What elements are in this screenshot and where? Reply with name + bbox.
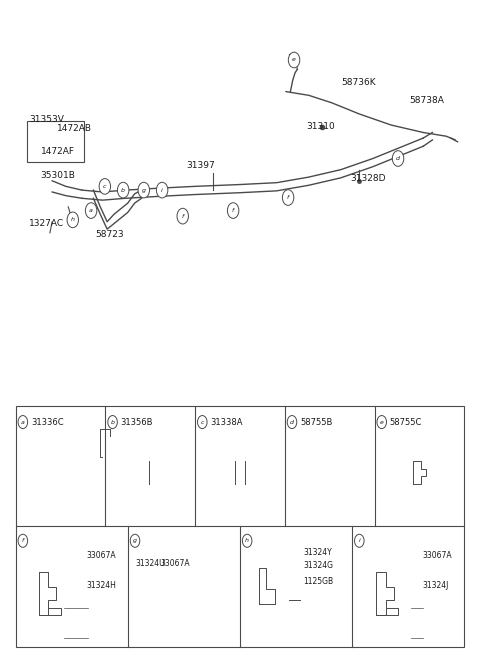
Text: 31324H: 31324H	[86, 580, 116, 590]
Text: 31353V: 31353V	[29, 115, 64, 124]
Text: f: f	[181, 214, 184, 219]
Text: 33067A: 33067A	[422, 551, 452, 559]
Circle shape	[67, 212, 79, 228]
Circle shape	[198, 415, 207, 428]
Text: 1327AC: 1327AC	[29, 219, 64, 228]
Text: g: g	[133, 538, 137, 543]
Circle shape	[156, 182, 168, 198]
Circle shape	[287, 415, 297, 428]
Text: c: c	[103, 184, 107, 189]
Text: f: f	[287, 195, 289, 200]
Circle shape	[282, 190, 294, 206]
Text: 1472AB: 1472AB	[57, 124, 92, 133]
Text: 33067A: 33067A	[160, 559, 190, 568]
Text: b: b	[121, 187, 125, 193]
Text: 1125GB: 1125GB	[303, 576, 333, 586]
Text: 31324Y: 31324Y	[303, 548, 332, 557]
Circle shape	[138, 182, 149, 198]
Text: 35301B: 35301B	[41, 171, 75, 179]
Text: 31324J: 31324J	[422, 580, 449, 590]
Circle shape	[130, 534, 140, 548]
Text: f: f	[232, 208, 234, 213]
Text: 31328D: 31328D	[350, 174, 385, 183]
Text: g: g	[142, 187, 146, 193]
FancyBboxPatch shape	[16, 405, 464, 647]
Text: i: i	[359, 538, 360, 543]
Text: 31324U: 31324U	[135, 559, 165, 568]
Text: b: b	[110, 420, 115, 424]
Text: a: a	[89, 208, 93, 213]
Text: c: c	[201, 420, 204, 424]
Text: i: i	[161, 187, 163, 193]
Circle shape	[85, 203, 97, 218]
Text: 31397: 31397	[187, 161, 216, 170]
Text: 58736K: 58736K	[341, 78, 375, 87]
Circle shape	[18, 415, 28, 428]
Text: 31324G: 31324G	[303, 561, 333, 570]
Circle shape	[118, 182, 129, 198]
Text: 33067A: 33067A	[86, 551, 116, 559]
Text: 58723: 58723	[95, 230, 124, 239]
Text: 31338A: 31338A	[210, 418, 243, 426]
Text: e: e	[380, 420, 384, 424]
Text: 1472AF: 1472AF	[41, 147, 75, 156]
Text: h: h	[245, 538, 249, 543]
Text: 31336C: 31336C	[31, 418, 64, 426]
Text: 58738A: 58738A	[409, 96, 444, 105]
Text: 31356B: 31356B	[120, 418, 153, 426]
Text: d: d	[290, 420, 294, 424]
Circle shape	[177, 208, 189, 224]
Circle shape	[377, 415, 386, 428]
Text: a: a	[21, 420, 25, 424]
Text: 58755B: 58755B	[300, 418, 333, 426]
Text: d: d	[396, 156, 400, 161]
Circle shape	[18, 534, 28, 548]
Text: 31310: 31310	[306, 122, 335, 132]
Circle shape	[392, 151, 404, 166]
Text: 58755C: 58755C	[390, 418, 422, 426]
Circle shape	[288, 52, 300, 68]
Circle shape	[242, 534, 252, 548]
Text: e: e	[292, 58, 296, 62]
Text: f: f	[22, 538, 24, 543]
Circle shape	[99, 179, 110, 195]
Circle shape	[228, 203, 239, 218]
Text: h: h	[71, 217, 75, 222]
Circle shape	[355, 534, 364, 548]
Circle shape	[108, 415, 117, 428]
